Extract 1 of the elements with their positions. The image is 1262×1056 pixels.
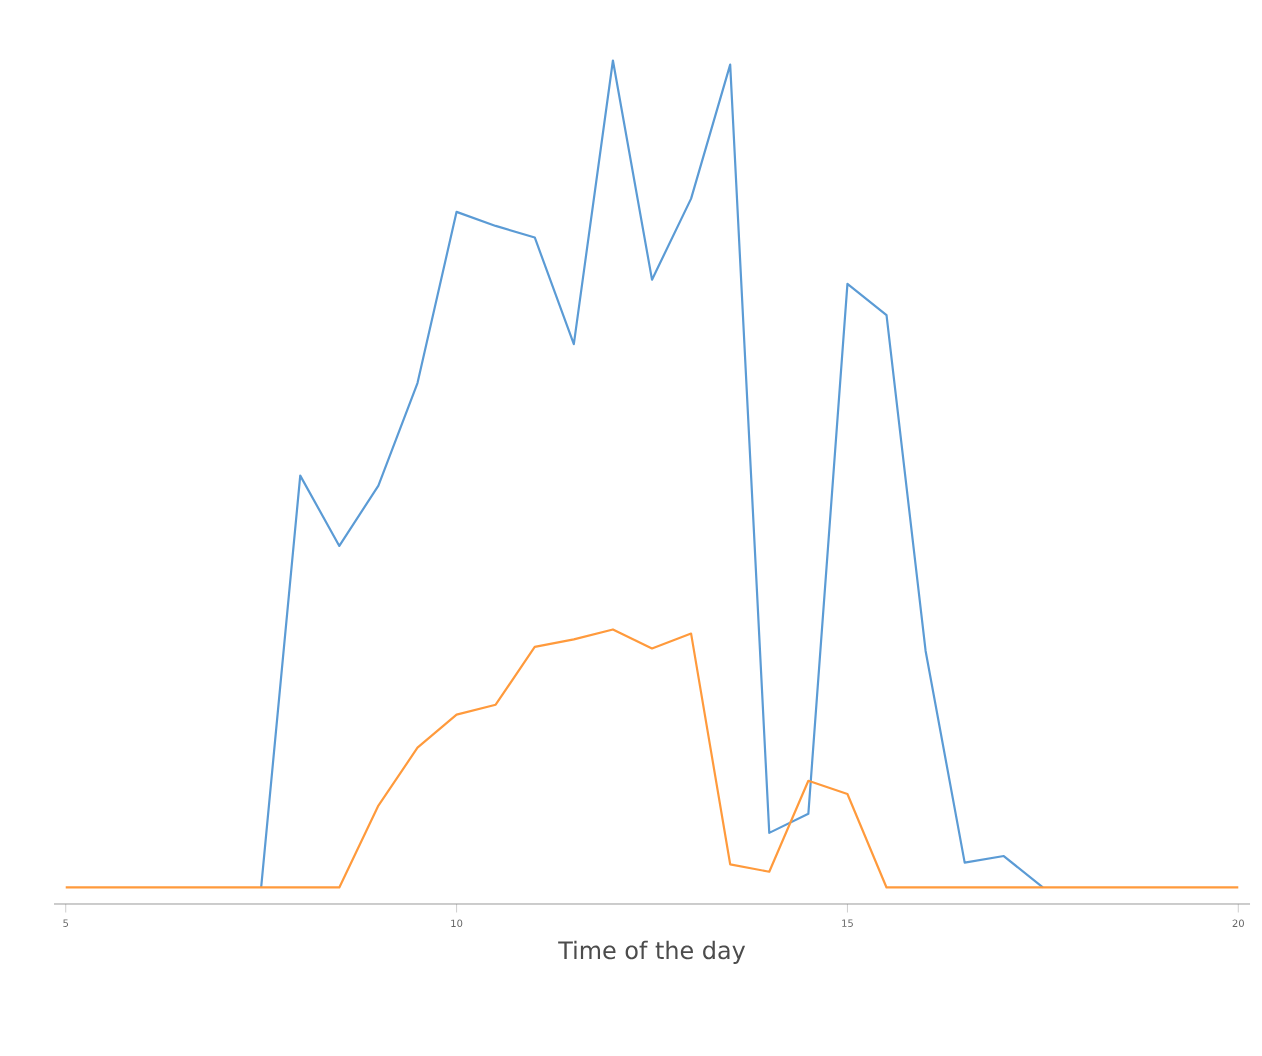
x-axis-title: Time of the day — [558, 940, 746, 964]
